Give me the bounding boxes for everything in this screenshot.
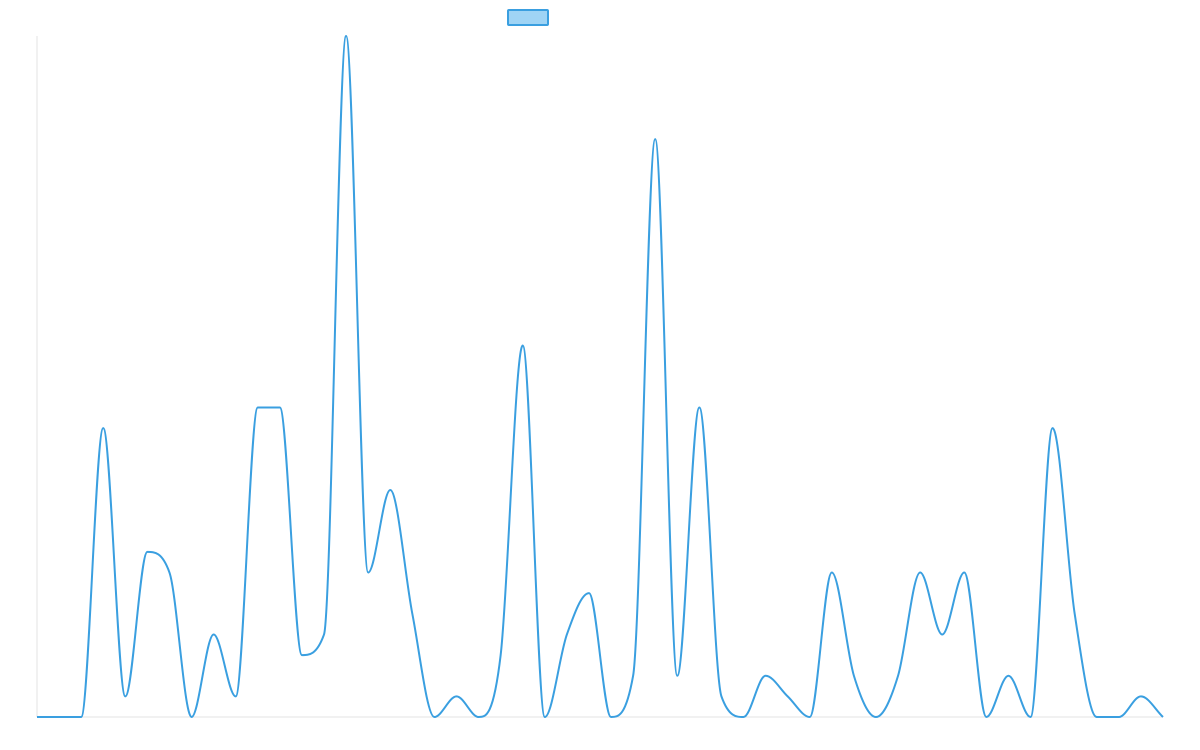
data-point[interactable] <box>541 713 549 721</box>
data-point[interactable] <box>55 713 63 721</box>
data-point[interactable] <box>33 713 41 721</box>
data-point[interactable] <box>717 692 725 700</box>
data-point[interactable] <box>188 713 196 721</box>
legend[interactable] <box>507 9 549 26</box>
data-point[interactable] <box>408 610 416 618</box>
data-point[interactable] <box>519 342 527 350</box>
data-point[interactable] <box>232 692 240 700</box>
data-point[interactable] <box>210 630 218 638</box>
data-point[interactable] <box>872 713 880 721</box>
data-point[interactable] <box>320 630 328 638</box>
data-point[interactable] <box>430 713 438 721</box>
data-point[interactable] <box>1071 610 1079 618</box>
data-point[interactable] <box>1049 424 1057 432</box>
data-point[interactable] <box>673 672 681 680</box>
data-point[interactable] <box>563 630 571 638</box>
data-point[interactable] <box>982 713 990 721</box>
data-point[interactable] <box>585 589 593 597</box>
data-point[interactable] <box>342 32 350 40</box>
data-point[interactable] <box>452 692 460 700</box>
data-point[interactable] <box>784 692 792 700</box>
data-point[interactable] <box>77 713 85 721</box>
data-point[interactable] <box>651 135 659 143</box>
data-point[interactable] <box>1137 692 1145 700</box>
data-point[interactable] <box>762 672 770 680</box>
data-point[interactable] <box>740 713 748 721</box>
data-point[interactable] <box>254 403 262 411</box>
data-point[interactable] <box>1027 713 1035 721</box>
legend-swatch[interactable] <box>507 9 549 26</box>
data-point[interactable] <box>99 424 107 432</box>
data-point[interactable] <box>475 713 483 721</box>
data-point[interactable] <box>143 548 151 556</box>
series-line <box>36 35 1164 719</box>
data-point[interactable] <box>121 692 129 700</box>
data-point[interactable] <box>1159 713 1167 721</box>
data-point[interactable] <box>806 713 814 721</box>
data-point[interactable] <box>916 569 924 577</box>
data-point[interactable] <box>607 713 615 721</box>
data-point[interactable] <box>960 569 968 577</box>
data-point[interactable] <box>850 672 858 680</box>
data-point[interactable] <box>695 403 703 411</box>
data-point[interactable] <box>497 651 505 659</box>
data-point[interactable] <box>1004 672 1012 680</box>
data-point[interactable] <box>386 486 394 494</box>
data-point[interactable] <box>165 569 173 577</box>
data-point[interactable] <box>629 672 637 680</box>
data-point[interactable] <box>828 569 836 577</box>
series-layer <box>33 32 1167 721</box>
data-point[interactable] <box>1093 713 1101 721</box>
data-point[interactable] <box>1115 713 1123 721</box>
data-point[interactable] <box>276 403 284 411</box>
data-point[interactable] <box>894 672 902 680</box>
data-point[interactable] <box>298 651 306 659</box>
data-point[interactable] <box>364 569 372 577</box>
axes <box>36 36 1163 718</box>
data-point[interactable] <box>938 630 946 638</box>
